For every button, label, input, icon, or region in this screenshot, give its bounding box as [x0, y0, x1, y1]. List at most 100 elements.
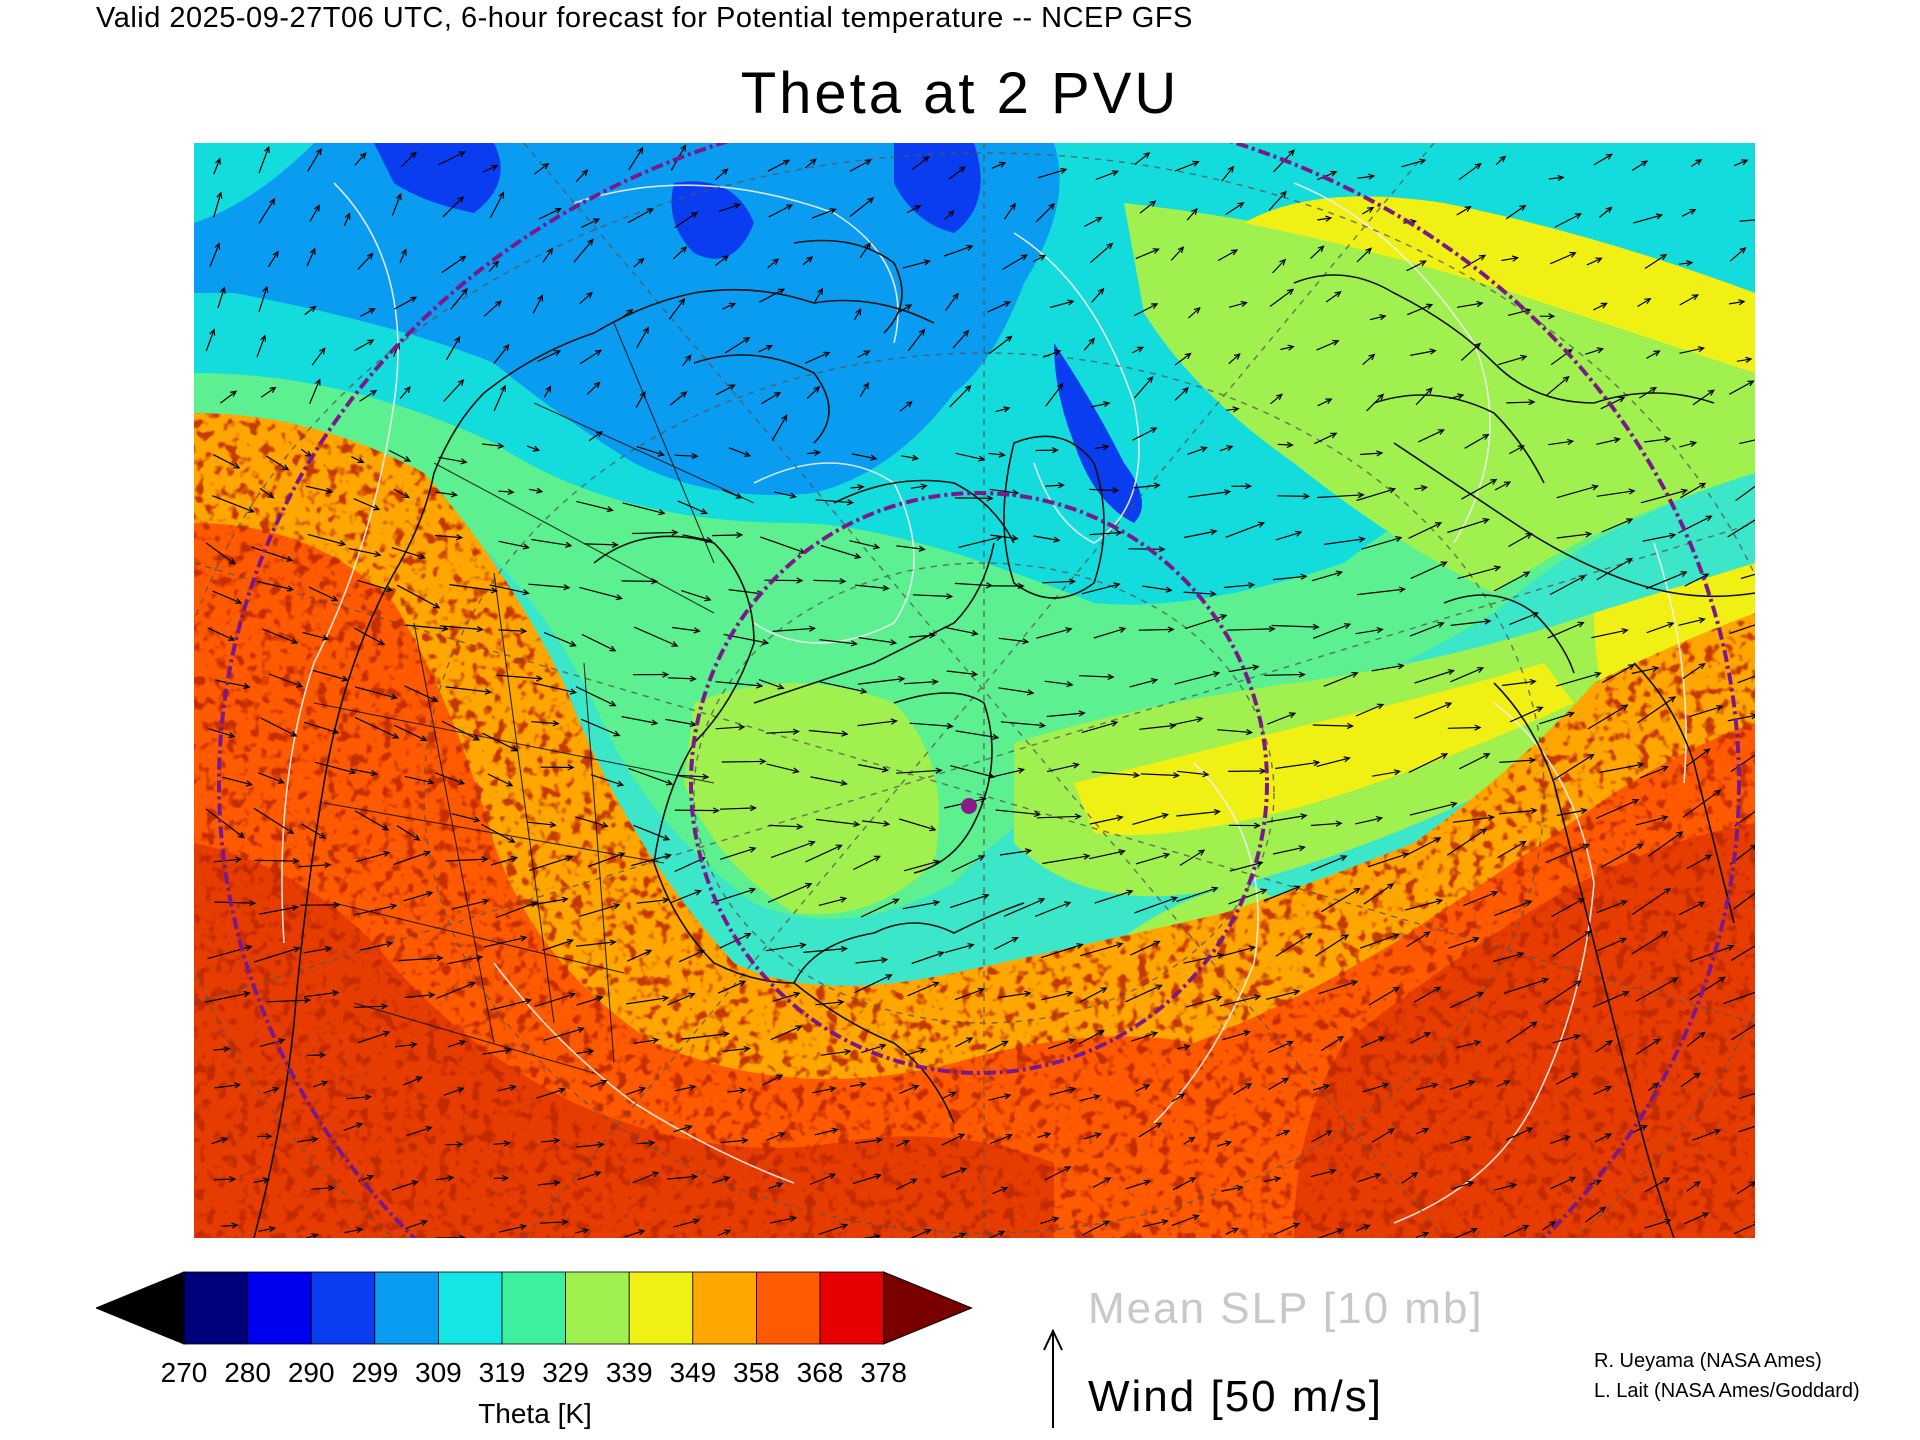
- wind-vector: [214, 1178, 235, 1181]
- wind-vector: [1644, 1219, 1671, 1229]
- wind-vector-head: [1052, 1216, 1060, 1223]
- wind-vector-head: [918, 1047, 927, 1054]
- wind-vector-head: [1420, 484, 1428, 492]
- wind-vector-head: [1499, 155, 1507, 163]
- wind-vector-head: [324, 861, 332, 869]
- wind-vector: [862, 1235, 880, 1238]
- wind-vector-head: [680, 246, 688, 253]
- wind-vector-head: [542, 162, 550, 170]
- wind-vector-head: [1398, 586, 1406, 593]
- wind-vector-head: [1202, 770, 1210, 778]
- wind-vector-head: [978, 855, 986, 862]
- wind-vector-head: [1256, 860, 1264, 867]
- wind-vector: [1264, 673, 1305, 676]
- wind-vector: [1593, 153, 1613, 166]
- wind-vector-head: [875, 1137, 884, 1144]
- wind-vector: [728, 589, 763, 595]
- wind-vector-head: [1698, 901, 1706, 908]
- wind-vector: [858, 678, 905, 685]
- wind-vector: [988, 336, 1012, 355]
- wind-vector: [1366, 394, 1384, 412]
- wind-vector-head: [1520, 354, 1528, 361]
- wind-vector-head: [267, 492, 275, 499]
- wind-vector: [1368, 986, 1400, 1006]
- wind-vector: [358, 1031, 390, 1044]
- wind-vector: [1509, 445, 1525, 455]
- wind-vector-head: [321, 1080, 329, 1087]
- wind-vector-head: [918, 545, 926, 552]
- wind-vector-head: [662, 897, 670, 904]
- wind-vector: [1689, 976, 1726, 1001]
- wind-vector: [1272, 259, 1286, 274]
- wind-vector: [1631, 1125, 1647, 1134]
- wind-vector: [758, 345, 773, 353]
- wind-vector: [353, 904, 397, 916]
- wind-vector-head: [1048, 202, 1056, 210]
- wind-vector: [908, 634, 935, 638]
- wind-vector-head: [490, 587, 499, 594]
- wind-vector: [1591, 629, 1628, 639]
- wind-vector: [989, 488, 1018, 494]
- wind-vector: [1545, 843, 1590, 863]
- wind-vector: [588, 431, 603, 442]
- wind-vector-head: [1060, 167, 1068, 174]
- wind-vector: [534, 163, 549, 175]
- wind-vector-head: [1695, 158, 1703, 166]
- wind-vector: [1176, 887, 1218, 902]
- wind-vector-head: [1382, 1082, 1390, 1089]
- wind-vector-head: [1437, 429, 1445, 435]
- wind-vector-head: [1136, 346, 1145, 353]
- wind-vector-head: [1280, 190, 1287, 198]
- wind-vector: [904, 1048, 926, 1056]
- wind-vector-head: [809, 158, 817, 165]
- wind-vector-head: [618, 852, 626, 859]
- wind-vector-head: [1431, 1082, 1439, 1089]
- wind-vector: [1270, 393, 1283, 405]
- wind-vector-head: [348, 768, 357, 775]
- wind-vector-head: [1351, 671, 1359, 678]
- wind-vector-head: [1248, 582, 1256, 589]
- colorbar-cell: [501, 1271, 566, 1345]
- wind-vector: [344, 1228, 363, 1234]
- wind-vector-head: [979, 796, 987, 803]
- wind-vector: [213, 158, 221, 175]
- wind-vector: [811, 208, 836, 219]
- wind-vector: [1263, 1177, 1281, 1183]
- wind-vector-head: [268, 1226, 277, 1233]
- wind-vector-head: [1574, 980, 1582, 987]
- wind-vector: [1033, 535, 1060, 542]
- wind-vector-head: [1422, 1231, 1430, 1238]
- wind-vector: [1635, 977, 1678, 1002]
- wind-vector: [1585, 1206, 1606, 1223]
- wind-vector: [1731, 1024, 1755, 1041]
- wind-vector-head: [1526, 1127, 1534, 1134]
- wind-vector-head: [1374, 1172, 1382, 1179]
- wind-vector-head: [1525, 900, 1533, 907]
- wind-vector-head: [831, 1127, 839, 1134]
- wind-vector: [354, 716, 399, 739]
- wind-vector: [529, 856, 573, 872]
- wind-vector-head: [1153, 482, 1161, 489]
- wind-vector-head: [484, 688, 492, 695]
- wind-vector: [213, 192, 222, 218]
- wind-vector: [1596, 558, 1633, 581]
- wind-vector: [1183, 530, 1217, 539]
- wind-vector-head: [1367, 206, 1375, 213]
- wind-vector: [435, 1176, 454, 1181]
- wind-vector: [436, 982, 475, 999]
- wind-vector: [576, 1143, 604, 1148]
- wind-vector: [1133, 376, 1153, 399]
- wind-vector-head: [282, 464, 290, 471]
- wind-vector-head: [932, 859, 941, 866]
- wind-vector-head: [1286, 288, 1295, 296]
- wind-vector-head: [1313, 759, 1321, 767]
- wind-vector-head: [227, 635, 236, 641]
- wind-vector: [396, 825, 420, 841]
- wind-vector-head: [962, 329, 970, 337]
- wind-vector-head: [1209, 590, 1217, 597]
- wind-vector: [1503, 1225, 1529, 1238]
- wind-vector: [343, 213, 351, 227]
- wind-vector-head: [291, 904, 300, 911]
- wind-vector: [350, 768, 377, 775]
- wind-vector: [1450, 1136, 1471, 1144]
